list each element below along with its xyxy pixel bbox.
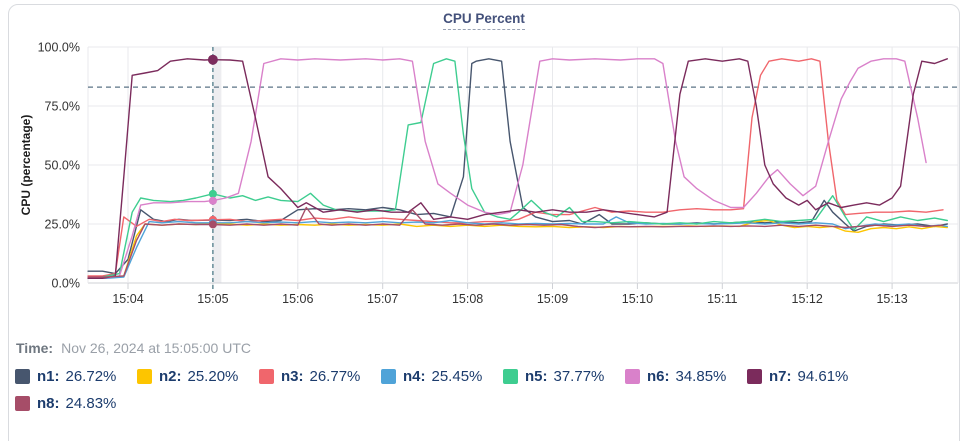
legend-name-n4: n4: — [403, 368, 426, 385]
legend-name-n2: n2: — [159, 368, 182, 385]
svg-text:15:05: 15:05 — [197, 292, 228, 306]
svg-text:100.0%: 100.0% — [38, 41, 80, 55]
legend-value-n4: 25.45% — [431, 368, 483, 385]
svg-text:CPU (percentage): CPU (percentage) — [19, 115, 33, 216]
legend-swatch-n6 — [625, 369, 640, 384]
legend-value-n6: 34.85% — [675, 368, 727, 385]
svg-text:15:11: 15:11 — [707, 292, 737, 306]
svg-text:15:06: 15:06 — [282, 292, 313, 306]
chart-title-text[interactable]: CPU Percent — [443, 11, 525, 30]
legend-item-n4[interactable]: n4: 25.45% — [381, 368, 503, 385]
legend-item-n2[interactable]: n2: 25.20% — [137, 368, 259, 385]
chart-title: CPU Percent — [0, 10, 968, 30]
svg-text:15:10: 15:10 — [622, 292, 653, 306]
svg-text:75.0%: 75.0% — [45, 100, 80, 114]
svg-text:15:07: 15:07 — [367, 292, 398, 306]
legend-swatch-n1 — [15, 369, 30, 384]
time-value: Nov 26, 2024 at 15:05:00 UTC — [61, 340, 251, 356]
legend: n1: 26.72% n2: 25.20% n3: 26.77% n4: 25.… — [15, 368, 955, 422]
svg-text:50.0%: 50.0% — [45, 159, 80, 173]
svg-text:15:13: 15:13 — [876, 292, 907, 306]
legend-value-n1: 26.72% — [65, 368, 117, 385]
legend-swatch-n4 — [381, 369, 396, 384]
legend-name-n6: n6: — [647, 368, 670, 385]
svg-text:15:09: 15:09 — [537, 292, 568, 306]
svg-text:15:12: 15:12 — [792, 292, 823, 306]
legend-name-n3: n3: — [281, 368, 304, 385]
legend-item-n3[interactable]: n3: 26.77% — [259, 368, 381, 385]
legend-name-n1: n1: — [37, 368, 60, 385]
legend-item-n8[interactable]: n8: 24.83% — [15, 395, 137, 412]
time-label: Time: — [16, 340, 54, 356]
legend-value-n8: 24.83% — [65, 395, 117, 412]
legend-item-n6[interactable]: n6: 34.85% — [625, 368, 747, 385]
time-row: Time: Nov 26, 2024 at 15:05:00 UTC — [16, 340, 251, 356]
legend-value-n7: 94.61% — [797, 368, 849, 385]
legend-swatch-n2 — [137, 369, 152, 384]
svg-text:25.0%: 25.0% — [45, 218, 80, 232]
legend-value-n5: 37.77% — [553, 368, 605, 385]
legend-value-n3: 26.77% — [309, 368, 361, 385]
svg-text:15:04: 15:04 — [112, 292, 143, 306]
legend-name-n5: n5: — [525, 368, 548, 385]
legend-swatch-n3 — [259, 369, 274, 384]
svg-text:15:08: 15:08 — [452, 292, 483, 306]
legend-swatch-n7 — [747, 369, 762, 384]
legend-swatch-n8 — [15, 396, 30, 411]
legend-value-n2: 25.20% — [187, 368, 239, 385]
legend-item-n7[interactable]: n7: 94.61% — [747, 368, 869, 385]
legend-item-n1[interactable]: n1: 26.72% — [15, 368, 137, 385]
legend-item-n5[interactable]: n5: 37.77% — [503, 368, 625, 385]
legend-name-n8: n8: — [37, 395, 60, 412]
cpu-percent-chart[interactable]: 100.0% 75.0% 50.0% 25.0% 0.0% 15:04 15:05 15:06… — [0, 0, 968, 322]
legend-swatch-n5 — [503, 369, 518, 384]
legend-name-n7: n7: — [769, 368, 792, 385]
svg-text:0.0%: 0.0% — [52, 277, 81, 291]
